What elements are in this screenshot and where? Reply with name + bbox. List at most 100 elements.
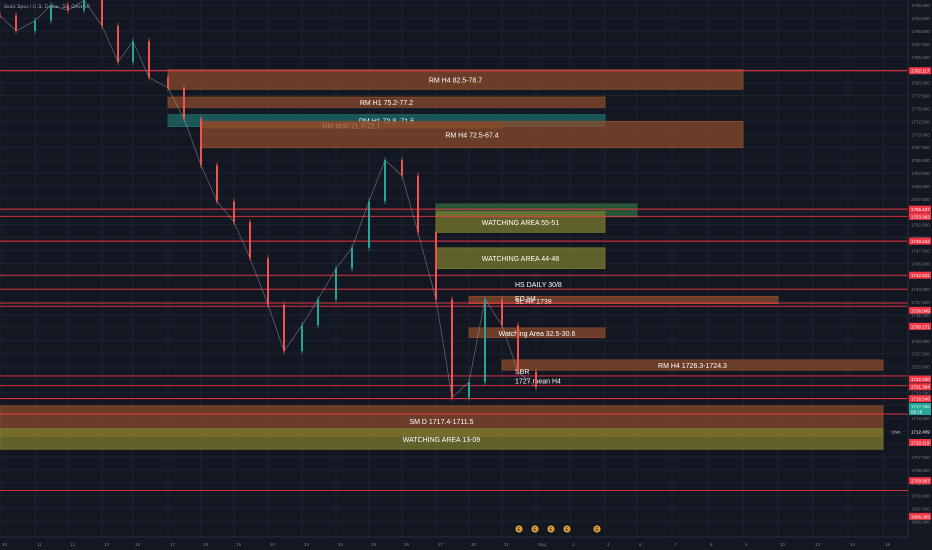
price-tick-label: 1740.000 [911,287,930,292]
price-tick-label: 1757.500 [911,197,930,202]
price-tick-label: 1735.000 [911,313,930,318]
zone-label: WATCHING AREA 55-51 [482,220,560,227]
event-badge[interactable]: E [562,524,572,534]
event-badge-circle [546,524,556,534]
price-tag-label: 1722.250 [911,377,930,382]
price-tick-label: 1752.500 [911,223,930,228]
price-tag-label: 1712.409 [911,430,930,435]
price-tag [909,237,931,245]
zone-box [167,96,606,108]
candle [468,382,470,398]
date-tick-label: 9 [745,542,748,547]
candle [417,175,419,233]
level-label: EG H4 [515,296,536,303]
price-tick-label: 1772.500 [911,119,930,124]
price-tag [909,212,931,220]
candle [501,299,503,326]
zone-label: WATCHING AREA 13-09 [403,437,481,444]
event-badge-label: E [565,527,569,533]
time-axis: 10 11 12 13 16 17 18 19 20 23 24 25 26 27 30 31 Sep 2 3 6 7 8… [0,536,932,550]
candle [368,201,370,248]
price-tag-label: 1753.963 [911,214,930,219]
event-badge-label: E [517,527,521,533]
price-tick-label: 1795.000 [911,3,930,8]
zone-box [435,211,606,233]
event-badge-circle [514,524,524,534]
price-tick-label: 1792.500 [911,16,930,21]
candle [34,20,36,31]
candle [0,15,1,17]
price-tick-label: 1765.000 [911,158,930,163]
zone-box [468,295,779,305]
zone-box [0,428,884,450]
event-badge[interactable]: E [592,524,602,534]
price-tag-label: 1721.394 [911,385,930,390]
date-tick-label: 27 [438,542,444,547]
candle [517,325,519,372]
candle [535,371,537,388]
price-tick-label: 1785.000 [911,55,930,60]
candle [183,87,185,119]
price-tick-label: 1760.000 [911,184,930,189]
price-tick-label: 1745.000 [911,261,930,266]
date-tick-label: 13 [815,542,821,547]
price-tag-label: 1710.119 [911,441,930,446]
date-tick-label: 6 [639,542,642,547]
price-tag [909,439,931,447]
price-tick-label: 1747.500 [911,248,930,253]
price-tag [909,477,931,485]
price-tick-label: 1697.500 [911,507,930,512]
zone-box [200,120,744,149]
date-tick-label: 25 [371,542,377,547]
candle [301,325,303,352]
price-tick-label: 1695.000 [911,520,930,525]
date-tick-label: 10 [780,542,786,547]
price-tag-label: 1749.234 [911,239,930,244]
price-axis: 1795.000 1792.500 1790.000 1787.500 1785.000… [907,0,932,550]
event-badge-label: E [595,527,599,533]
candle [267,258,269,305]
price-tag-label: 1695.309 [911,514,930,519]
price-tick-label: 1790.000 [911,29,930,34]
candle [335,268,337,300]
event-badge[interactable]: E [530,524,540,534]
price-tick-label: 1700.000 [911,494,930,499]
price-series [0,0,537,401]
zones: RM H4 82.5-78.7RM H1 75.2-77.2RM H1 73.8… [0,69,884,450]
price-tick-label: 1705.000 [911,468,930,473]
date-tick-label: 26 [404,542,410,547]
price-tag-label: 1742.911 [911,273,930,278]
price-tag-label: 1782.117 [911,69,930,74]
price-tick-label: 1730.000 [911,339,930,344]
event-badge[interactable]: E [514,524,524,534]
price-tick-label: 1725.000 [911,365,930,370]
event-badge[interactable]: E [546,524,556,534]
date-tick-label: 24 [338,542,344,547]
zone-label: WATCHING AREA 44-48 [482,256,560,263]
price-tick-label: 1720.000 [911,390,930,395]
time-axis-bg [0,537,932,550]
price-tag-label: 1730.171 [911,324,930,329]
price-tag-label: 06:19 [911,410,923,415]
candle [435,232,437,300]
price-tick-label: 1777.500 [911,94,930,99]
event-badge-circle [530,524,540,534]
date-tick-label: 10 [2,542,8,547]
date-tick-label: 7 [674,542,677,547]
event-badge-label: E [533,527,537,533]
price-tick-label: 1715.000 [911,416,930,421]
price-tag [909,322,931,330]
zone-box [468,327,606,339]
date-tick-label: 13 [104,542,110,547]
date-tick-label: 19 [236,542,242,547]
price-tag [909,512,931,520]
price-tick-label: 1770.000 [911,132,930,137]
price-tag-label: 1703.987 [911,479,930,484]
candle [451,299,453,398]
date-tick-label: Sep [538,542,547,547]
price-tick-label: 1707.500 [911,455,930,460]
zone-label: SM D 1717.4-1711.5 [409,419,473,426]
candle [200,118,202,166]
